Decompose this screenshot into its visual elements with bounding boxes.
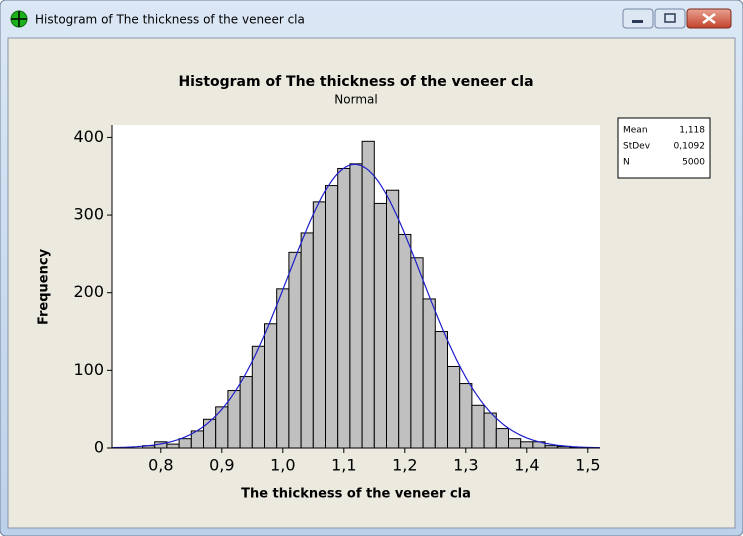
minimize-icon (632, 20, 643, 23)
x-tick-label: 1,4 (514, 456, 539, 475)
y-tick-label: 100 (73, 360, 104, 379)
y-tick-label: 300 (73, 205, 104, 224)
bar (215, 406, 229, 449)
x-tick-label: 1,2 (392, 456, 417, 475)
stat-value: 0,1092 (674, 142, 706, 152)
minimize-button[interactable] (622, 8, 654, 29)
bar (410, 257, 424, 449)
bar (361, 140, 375, 449)
bar (178, 438, 192, 449)
stat-value: 5000 (682, 158, 705, 168)
bar (471, 404, 485, 449)
stat-name: N (623, 158, 630, 168)
bar (276, 288, 290, 449)
maximize-icon (664, 13, 676, 23)
close-icon (702, 13, 716, 24)
bar (386, 189, 400, 449)
chart-subtitle: Normal (334, 93, 377, 107)
bar (337, 167, 351, 449)
bar (520, 441, 534, 449)
stat-name: Mean (623, 126, 648, 136)
x-tick-label: 0,9 (209, 456, 234, 475)
bar (203, 418, 217, 449)
x-tick-label: 1,0 (270, 456, 295, 475)
bar (300, 232, 314, 449)
bar (349, 163, 363, 449)
x-tick-label: 1,3 (453, 456, 478, 475)
app-icon-cross (11, 11, 27, 27)
bar (495, 428, 509, 449)
bar (434, 331, 448, 449)
window-title: Histogram of The thickness of the veneer… (35, 13, 305, 27)
x-tick-label: 1,1 (331, 456, 356, 475)
bar (251, 345, 266, 449)
y-axis-label: Frequency (37, 248, 52, 325)
bar (312, 201, 326, 449)
bar (166, 443, 180, 449)
y-tick-label: 0 (94, 438, 104, 457)
normal-curve (112, 163, 601, 449)
bar (264, 323, 278, 449)
bar (483, 412, 497, 449)
stat-value: 1,118 (679, 126, 705, 136)
maximize-button[interactable] (654, 8, 686, 29)
stat-name: StDev (623, 142, 651, 152)
bar (325, 185, 339, 449)
stats-box (617, 117, 711, 179)
bar (447, 365, 461, 449)
x-axis-label: The thickness of the veneer cla (241, 487, 471, 502)
bar (422, 298, 436, 449)
x-tick-label: 1,5 (575, 456, 600, 475)
bar (373, 202, 387, 449)
chart-title: Histogram of The thickness of the veneer… (178, 74, 533, 90)
bar (459, 383, 473, 449)
y-tick-label: 200 (73, 282, 104, 301)
bar (239, 376, 253, 449)
x-tick-label: 0,8 (148, 456, 173, 475)
bar (398, 233, 412, 449)
bar (288, 251, 302, 449)
y-tick-label: 400 (73, 127, 104, 146)
bar (508, 438, 522, 449)
